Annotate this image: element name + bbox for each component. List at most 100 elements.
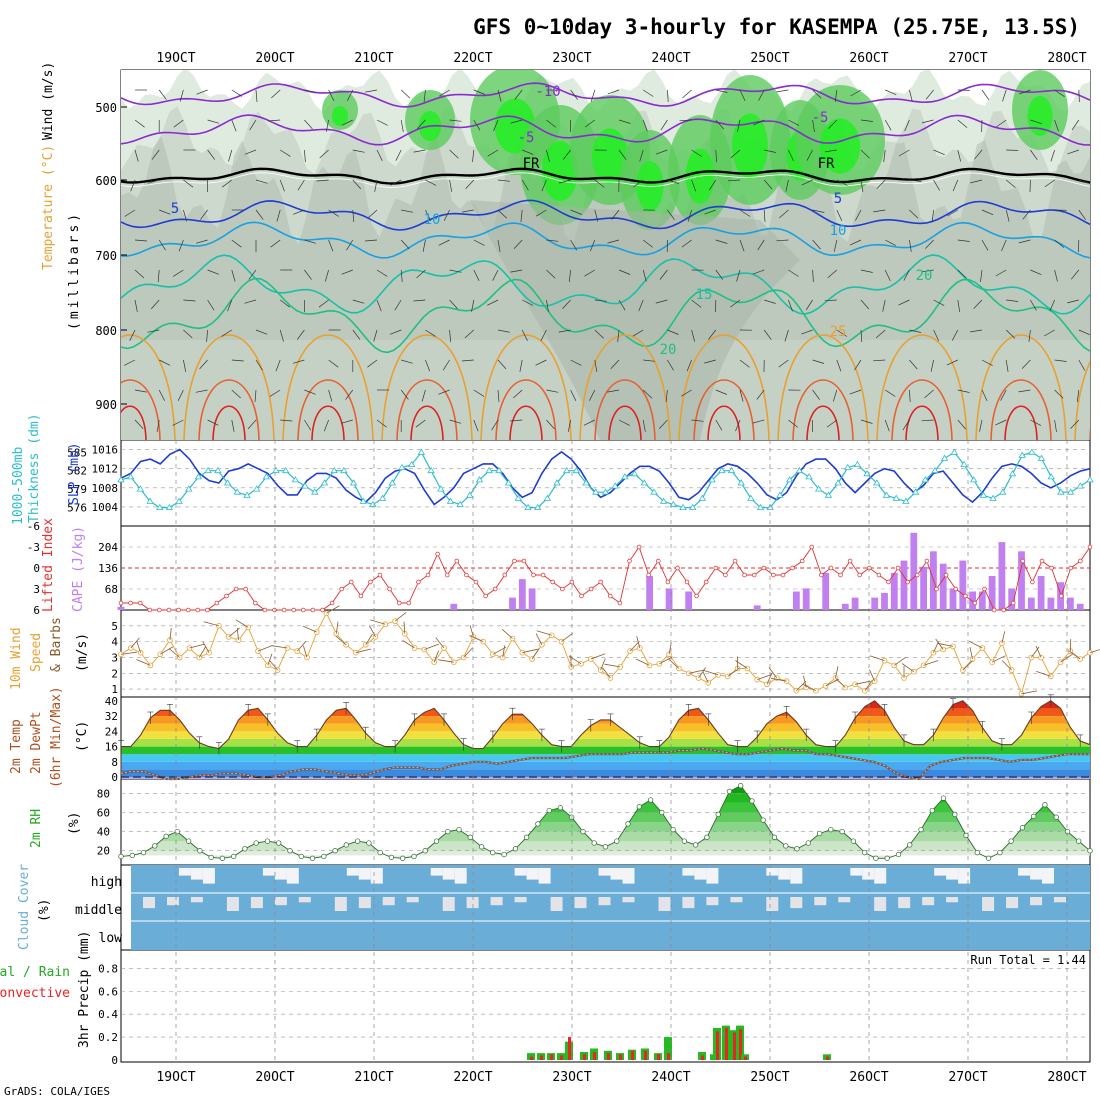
cape-bar	[1018, 551, 1025, 610]
wind-barb	[736, 269, 741, 282]
temp-band	[121, 708, 1090, 716]
cloud-mid-cell	[143, 897, 155, 909]
rh-2m-point	[1019, 825, 1026, 831]
rh-2m-point	[929, 807, 935, 814]
lifted-index-point	[118, 600, 124, 606]
wind-barb	[514, 89, 523, 100]
lifted-index-point	[828, 565, 834, 571]
wind-barb	[449, 149, 459, 159]
wind-barb	[739, 359, 750, 368]
wind-barb	[1076, 389, 1080, 402]
wind-barb	[151, 149, 160, 160]
wind-barb-10m	[825, 678, 840, 687]
wind-barb	[788, 269, 799, 277]
temp-contour-25	[381, 334, 473, 440]
wind-barb-10m	[296, 640, 307, 652]
label-cloud-unit: (%)	[37, 899, 52, 922]
rh-2m-point	[354, 838, 361, 844]
rh-2m-point	[366, 840, 372, 846]
wind-barb	[394, 299, 402, 311]
wind-barb	[930, 359, 934, 372]
thickness-line-point	[756, 503, 765, 510]
lifted-index-point	[166, 607, 172, 613]
li-tick-label: -6	[27, 520, 40, 533]
thickness-line-point	[446, 497, 455, 504]
wind-barb	[147, 179, 160, 184]
temp-contour-35	[121, 405, 147, 440]
lifted-index-point	[598, 579, 603, 585]
label-thickness-2: Thickness (dm)	[27, 413, 42, 523]
lifted-index-point	[512, 558, 517, 564]
wind-barb	[1044, 329, 1055, 337]
wind-barb	[1078, 329, 1090, 336]
wind-barb-10m	[698, 667, 707, 679]
thickness-line-point	[659, 497, 668, 504]
temp-contour-25	[121, 334, 176, 440]
thickness-line-point	[398, 463, 406, 470]
bottom-date-label: 23OCT	[552, 1070, 591, 1085]
wind-barb	[611, 209, 620, 220]
cloud-mid-cell	[298, 897, 311, 903]
cape-bar	[851, 597, 859, 610]
wind-barb	[425, 209, 432, 221]
lifted-index-point	[809, 544, 815, 550]
rh-2m-point	[614, 838, 620, 844]
cape-bar	[910, 532, 918, 610]
wind-barb-10m	[136, 659, 151, 666]
wind-barb	[352, 179, 362, 190]
wind-barb	[933, 149, 945, 156]
slp-tick-label: 1008	[92, 482, 119, 495]
cape-bar	[939, 563, 947, 610]
rh-2m-point	[411, 853, 417, 860]
thickness-tick-label: 579	[67, 483, 87, 496]
wind-barb	[584, 269, 595, 277]
wind-barb	[341, 269, 353, 275]
wind-barb	[546, 239, 559, 242]
wind-barb	[439, 89, 450, 97]
temp-contour-30	[891, 379, 953, 440]
precip-conv-bar	[739, 1029, 742, 1060]
wind-barb	[304, 239, 316, 244]
rh-2m-point	[140, 849, 147, 856]
wind-barb	[618, 269, 631, 275]
wind-barb	[909, 389, 911, 403]
wind-barb-10m	[202, 641, 210, 653]
lifted-index-point	[838, 572, 843, 578]
rh-2m-point	[535, 821, 541, 827]
bottom-date-label: 25OCT	[750, 1070, 789, 1085]
thickness-line-point	[1028, 448, 1036, 455]
wind-barb	[376, 419, 387, 428]
wind-barb	[158, 89, 167, 100]
cloud-high-cell	[598, 868, 611, 876]
temp-contour-30	[297, 379, 359, 440]
wind-barb	[535, 209, 547, 217]
thickness-line-point	[1086, 476, 1094, 483]
wind-barb	[464, 329, 475, 339]
lifted-index-point	[454, 558, 460, 564]
wind-barb	[206, 329, 208, 343]
wind-barb	[618, 149, 627, 160]
wind-barb-10m	[590, 653, 606, 660]
cloud-mid-cell	[466, 897, 479, 909]
rh-2m-point	[276, 840, 282, 846]
wind-barb	[1001, 239, 1007, 252]
cloud-mid-cell	[334, 897, 347, 911]
temp-contour-35	[608, 405, 642, 440]
wind-barb	[438, 389, 450, 395]
wind-barb	[828, 119, 838, 129]
thickness-line-point	[136, 485, 145, 492]
pressure-tick-label: 500	[95, 101, 117, 115]
wind-barb	[752, 269, 765, 275]
label-rh: RH (%)	[41, 322, 55, 365]
cloud-mid-cell	[442, 897, 455, 911]
wind-barb	[618, 419, 630, 426]
wind-barb	[933, 329, 940, 342]
chart-title: GFS 0~10day 3-hourly for KASEMPA (25.75E…	[473, 15, 1080, 39]
wind-barb	[497, 179, 510, 182]
wind-barb-10m	[235, 619, 249, 628]
wind-barb	[854, 359, 862, 371]
wind-barb	[200, 209, 208, 220]
contour-label: -5	[518, 130, 535, 146]
lifted-index-point	[588, 586, 594, 592]
